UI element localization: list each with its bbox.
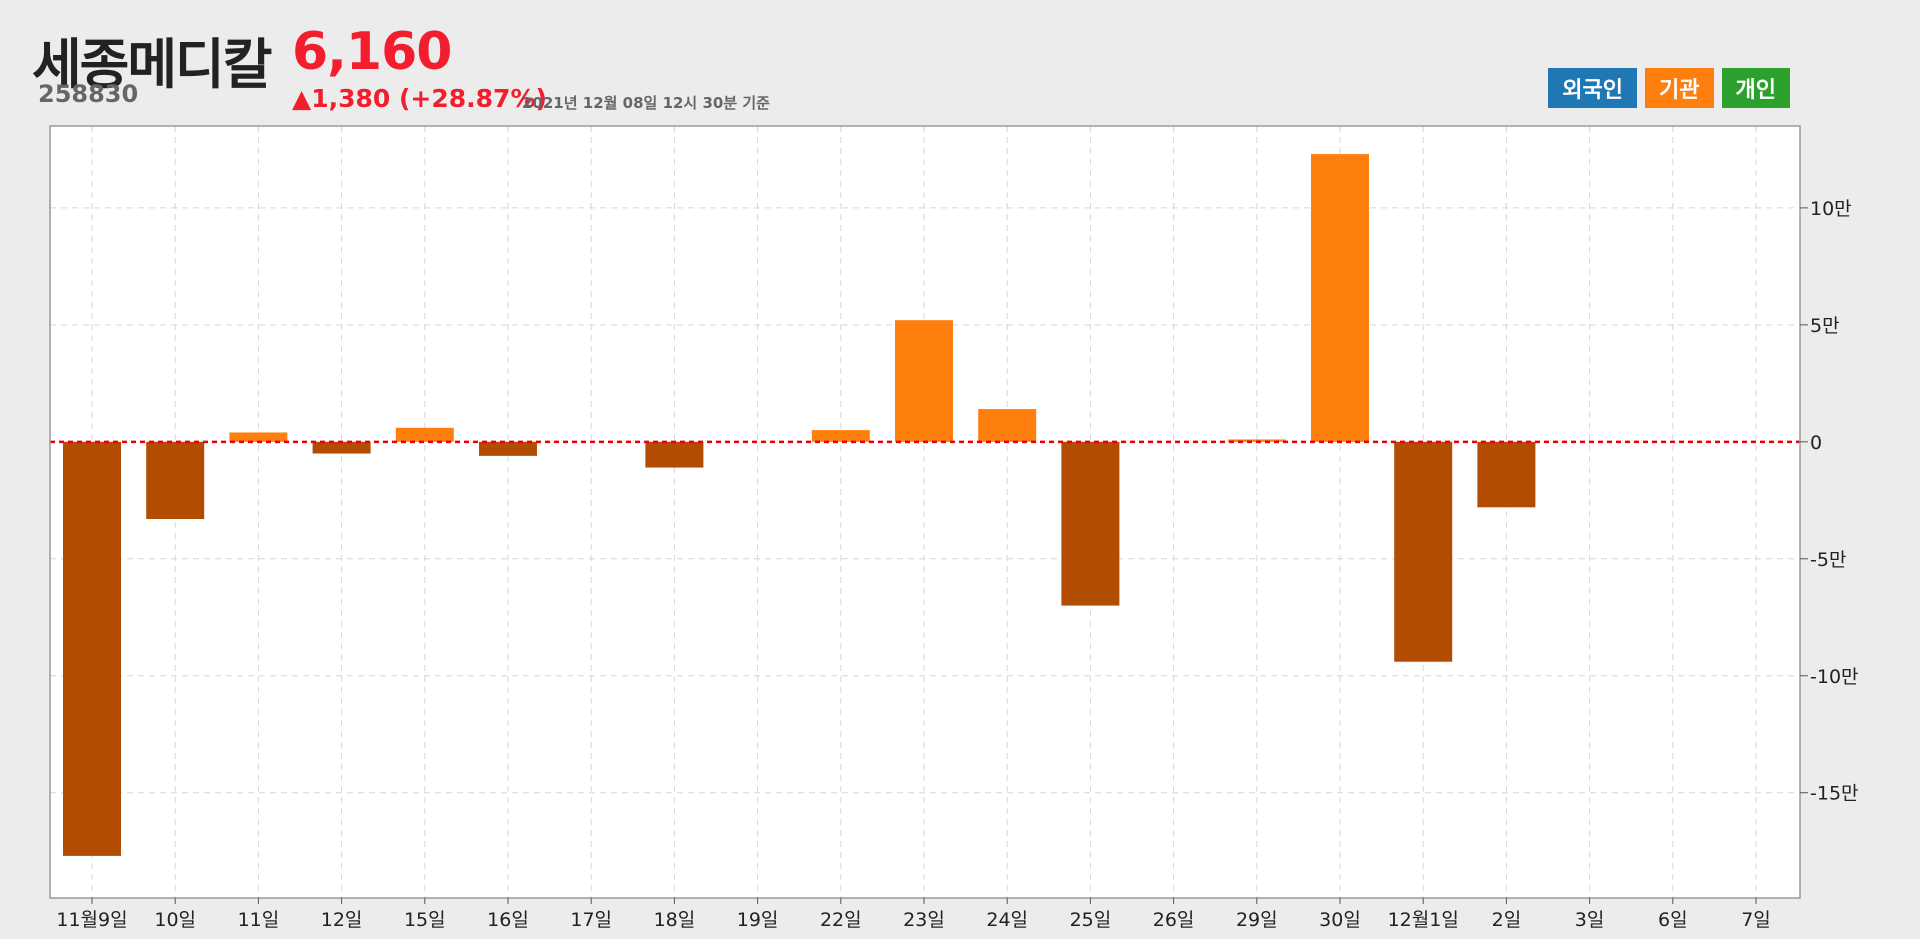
legend: 외국인 기관 개인 bbox=[1548, 68, 1790, 108]
bar bbox=[645, 441, 704, 468]
stock-code: 258830 bbox=[38, 80, 139, 108]
legend-foreign-button[interactable]: 외국인 bbox=[1548, 68, 1638, 108]
bar bbox=[1394, 441, 1453, 662]
y-tick-label: -15만 bbox=[1810, 783, 1859, 805]
x-tick-label: 11일 bbox=[238, 909, 280, 931]
bar bbox=[312, 441, 371, 454]
x-tick-label: 15일 bbox=[404, 909, 446, 931]
bar bbox=[229, 432, 288, 442]
stock-name: 세종메디칼 bbox=[32, 33, 272, 96]
x-tick-label: 26일 bbox=[1153, 909, 1195, 931]
x-tick-label: 16일 bbox=[487, 909, 529, 931]
bar bbox=[63, 441, 121, 856]
x-tick-label: 29일 bbox=[1236, 909, 1278, 931]
x-tick-label: 2일 bbox=[1492, 909, 1522, 931]
x-tick-label: 7일 bbox=[1741, 909, 1771, 931]
bar bbox=[978, 409, 1037, 442]
x-tick-label: 11월9일 bbox=[56, 909, 127, 931]
x-tick-label: 18일 bbox=[654, 909, 696, 931]
y-tick-label: 0 bbox=[1810, 432, 1822, 454]
x-tick-label: 24일 bbox=[986, 909, 1028, 931]
x-tick-label: 23일 bbox=[903, 909, 945, 931]
x-tick-label: 17일 bbox=[570, 909, 612, 931]
x-tick-label: 19일 bbox=[737, 909, 779, 931]
y-tick-label: -10만 bbox=[1810, 666, 1859, 688]
bar bbox=[146, 441, 205, 520]
x-tick-label: 12월1일 bbox=[1388, 909, 1459, 931]
bar bbox=[395, 427, 454, 442]
x-tick-label: 6일 bbox=[1658, 909, 1688, 931]
stock-price: 6,160 bbox=[292, 22, 452, 82]
y-tick-label: 5만 bbox=[1810, 315, 1840, 337]
x-tick-label: 3일 bbox=[1575, 909, 1605, 931]
bar bbox=[479, 441, 537, 456]
bar bbox=[1311, 154, 1369, 442]
price-change: ▲1,380 (+28.87%) bbox=[292, 84, 547, 113]
legend-individual-button[interactable]: 개인 bbox=[1721, 68, 1790, 108]
x-tick-label: 10일 bbox=[154, 909, 196, 931]
bar bbox=[895, 320, 953, 442]
bar bbox=[1061, 441, 1120, 606]
x-tick-label: 25일 bbox=[1070, 909, 1112, 931]
x-tick-label: 12일 bbox=[321, 909, 363, 931]
x-tick-label: 22일 bbox=[820, 909, 862, 931]
y-tick-label: -5만 bbox=[1810, 549, 1846, 571]
bar bbox=[1477, 441, 1536, 508]
legend-institution-button[interactable]: 기관 bbox=[1645, 68, 1714, 108]
bar bbox=[811, 430, 870, 442]
plot-frame bbox=[49, 125, 1801, 899]
plot-area bbox=[50, 126, 1800, 898]
timestamp: 2021년 12월 08일 12시 30분 기준 bbox=[522, 94, 770, 112]
x-tick-label: 30일 bbox=[1319, 909, 1361, 931]
y-tick-label: 10만 bbox=[1810, 198, 1852, 220]
